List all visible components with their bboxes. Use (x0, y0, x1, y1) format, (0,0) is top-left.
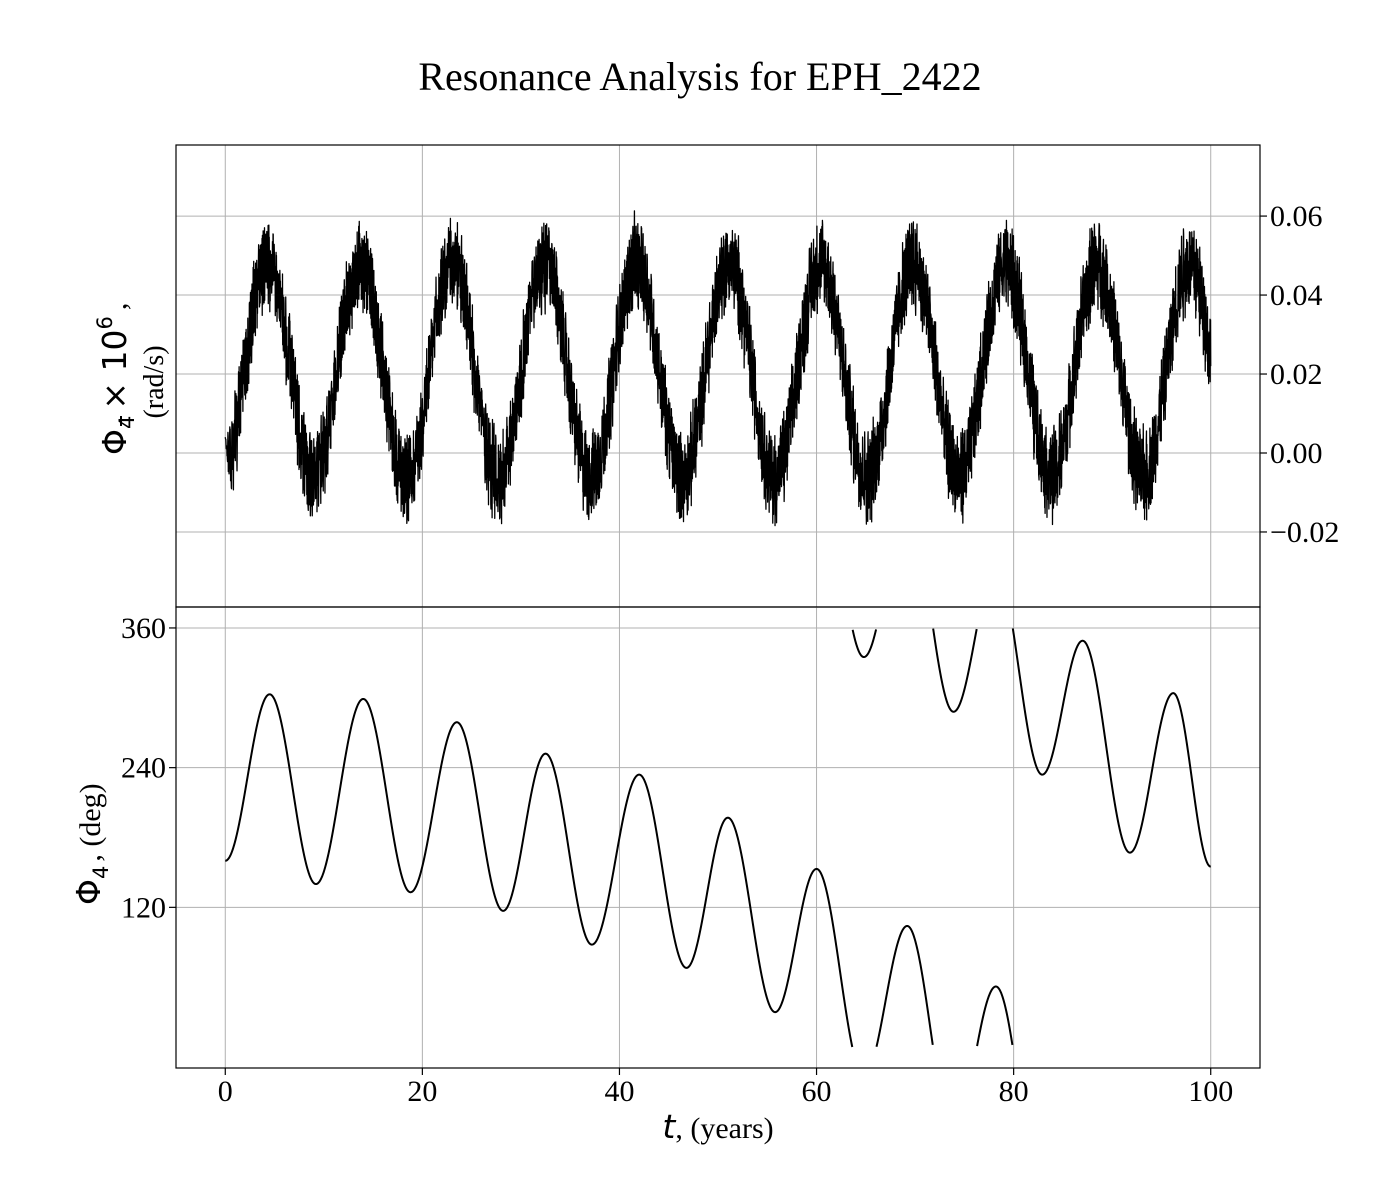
top-y-axis: −0.02 0.00 0.02 0.04 0.06 (1260, 200, 1339, 549)
bottom-ylabel-unit: , (deg) (74, 783, 107, 861)
bottom-xtick-label: 0 (218, 1075, 233, 1108)
bottom-series (224, 628, 1212, 1048)
top-ytick-label: 0.06 (1270, 200, 1323, 233)
bottom-xtick-label: 20 (407, 1075, 437, 1108)
bottom-panel: 120 240 360 0 20 40 60 80 100 Φ4 , (deg) t, (yea… (69, 606, 1261, 1146)
bottom-ylabel-symbol: Φ (69, 879, 108, 905)
top-ytick-label: 0.00 (1270, 437, 1323, 470)
bottom-ylabel-subscript: 4 (89, 866, 113, 879)
bottom-series-segment (1011, 628, 1212, 868)
bottom-series-segment (932, 628, 978, 713)
bottom-xlabel-symbol: t (662, 1107, 676, 1146)
bottom-ytick-label: 240 (121, 752, 166, 785)
bottom-series-segment (224, 693, 854, 1048)
top-ylabel-comma: , (100, 303, 133, 311)
bottom-x-axis: 0 20 40 60 80 100 (218, 1068, 1233, 1108)
chart-title: Resonance Analysis for EPH_2422 (418, 54, 981, 99)
bottom-xlabel: t, (years) (662, 1107, 773, 1146)
bottom-series-segment (851, 629, 878, 659)
top-series-line (224, 210, 1212, 527)
bottom-axes-frame (175, 606, 1261, 1069)
top-ylabel: Φ4 × 106, (93, 303, 139, 455)
bottom-ylabel: Φ4 , (deg) (69, 783, 113, 905)
top-ylabel-subscript: 4 (115, 416, 139, 429)
bottom-xtick-label: 60 (802, 1075, 832, 1108)
bottom-ytick-label: 360 (121, 612, 166, 645)
bottom-series-segment (875, 924, 934, 1047)
bottom-series-segment (976, 985, 1014, 1047)
bottom-y-axis: 120 240 360 (121, 612, 176, 924)
top-ylabel-symbol: Φ (95, 429, 134, 455)
top-ylabel-exponent: 6 (93, 316, 117, 329)
top-ytick-label: 0.04 (1270, 279, 1323, 312)
bottom-xlabel-unit: , (years) (675, 1112, 773, 1145)
top-panel: −0.02 0.00 0.02 0.04 0.06 Φ4 × 106, (rad/s) (93, 144, 1339, 608)
top-ylabel-unit: (rad/s) (139, 345, 170, 418)
top-ytick-label: −0.02 (1270, 516, 1339, 549)
bottom-xtick-label: 100 (1188, 1075, 1233, 1108)
top-ytick-label: 0.02 (1270, 358, 1323, 391)
bottom-xtick-label: 80 (999, 1075, 1029, 1108)
bottom-xtick-label: 40 (604, 1075, 634, 1108)
top-ylabel-factor: × 10 (95, 330, 134, 410)
bottom-ytick-label: 120 (121, 891, 166, 924)
